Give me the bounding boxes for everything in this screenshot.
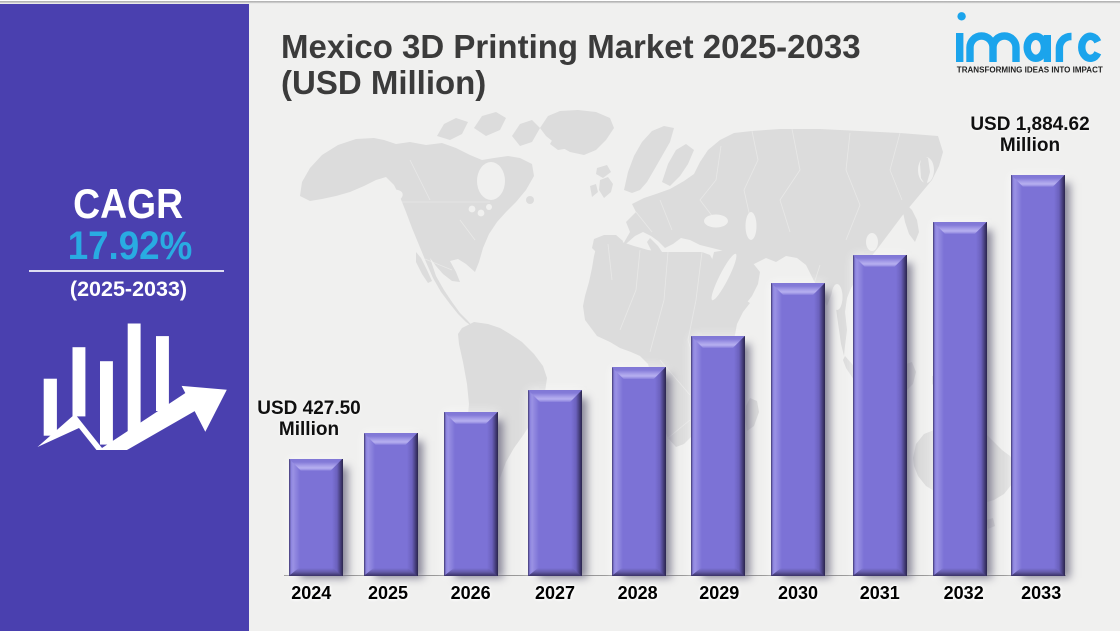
svg-text:TRANSFORMING IDEAS INTO IMPACT: TRANSFORMING IDEAS INTO IMPACT: [957, 66, 1103, 75]
